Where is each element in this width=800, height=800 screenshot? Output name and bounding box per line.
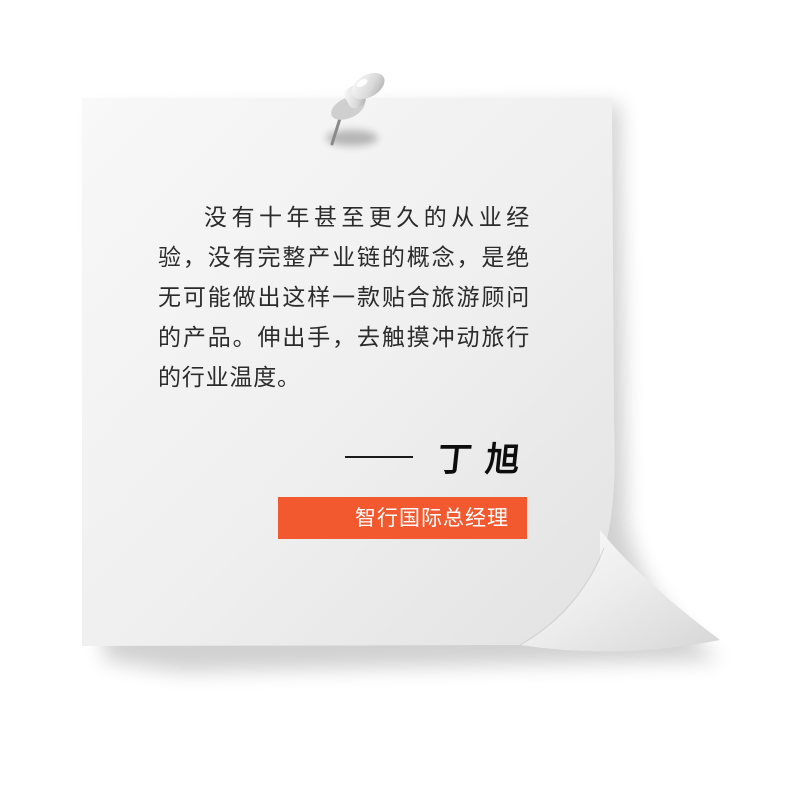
note-curl bbox=[520, 530, 720, 652]
title-badge: 智行国际总经理 bbox=[278, 497, 527, 539]
quote-text: 没有十年甚至更久的从业经验，没有完整产业链的概念，是绝无可能做出这样一款贴合旅游… bbox=[158, 205, 530, 391]
signature-name: 丁旭 bbox=[435, 440, 536, 480]
signature-dash bbox=[345, 456, 413, 458]
push-pin-icon bbox=[330, 72, 385, 146]
